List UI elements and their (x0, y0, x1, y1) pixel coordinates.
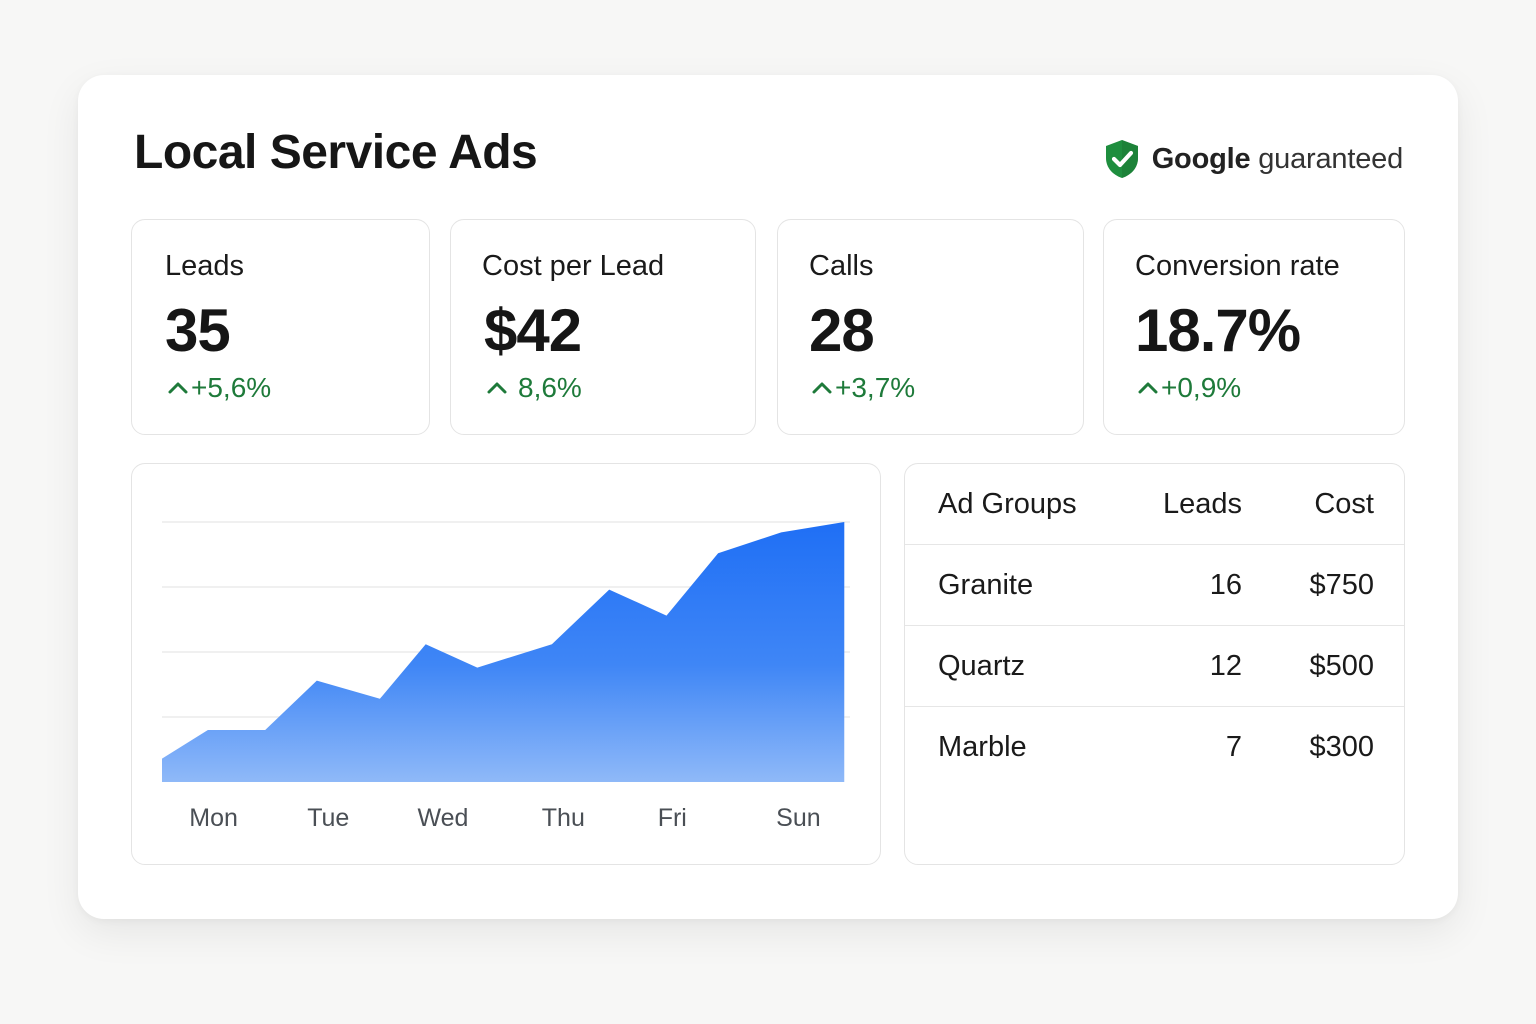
ad-group-name: Marble (938, 731, 1027, 763)
table-row[interactable]: Granite 16 $750 (905, 546, 1404, 626)
badge-text: guaranteed (1258, 142, 1403, 175)
column-header-ad-groups[interactable]: Ad Groups (938, 487, 1077, 520)
kpi-card-cost-per-lead: Cost per Lead $42 8,6% (450, 219, 756, 435)
badge-brand: Google (1151, 142, 1251, 175)
kpi-delta: 8,6% (486, 372, 582, 404)
ad-groups-table: Ad Groups Leads Cost Granite 16 $750 Qua… (904, 463, 1405, 865)
ad-group-name: Granite (938, 569, 1034, 601)
kpi-value: 35 (165, 297, 231, 364)
kpi-delta: +0,9% (1137, 372, 1241, 404)
column-header-cost[interactable]: Cost (1314, 487, 1374, 520)
badge-label: Google guaranteed (1152, 143, 1403, 176)
ad-group-leads: 12 (1209, 650, 1242, 682)
google-guaranteed-badge: Google guaranteed (1102, 137, 1403, 181)
kpi-label: Cost per Lead (482, 250, 665, 282)
leads-area-series (162, 522, 845, 782)
kpi-delta-value: +3,7% (835, 372, 916, 403)
kpi-value: 28 (809, 297, 875, 364)
kpi-delta-value: +5,6% (191, 372, 272, 403)
area-chart: Mon Tue Wed Thu Fri Sun (162, 521, 850, 832)
chevron-up-icon (487, 382, 507, 394)
x-tick-label: Tue (307, 804, 349, 832)
kpi-delta-value: +0,9% (1161, 372, 1242, 403)
leads-chart-panel: Mon Tue Wed Thu Fri Sun (131, 463, 881, 865)
kpi-delta: +3,7% (811, 372, 915, 404)
column-header-leads[interactable]: Leads (1162, 487, 1242, 520)
kpi-card-leads: Leads 35 +5,6% (131, 219, 430, 435)
chevron-up-icon (168, 382, 188, 394)
x-tick-label: Mon (189, 804, 238, 832)
ad-group-name: Quartz (938, 650, 1026, 682)
table-row[interactable]: Marble 7 $300 (905, 708, 1404, 787)
chevron-up-icon (812, 382, 832, 394)
kpi-delta-value: 8,6% (518, 372, 582, 403)
ad-group-cost: $300 (1309, 731, 1374, 763)
ad-group-cost: $500 (1309, 650, 1374, 682)
kpi-value: $42 (484, 297, 582, 364)
ad-group-leads: 16 (1209, 569, 1242, 601)
x-tick-label: Thu (542, 804, 585, 832)
shield-check-icon (1105, 140, 1138, 178)
chevron-up-icon (1138, 382, 1158, 394)
kpi-label: Leads (165, 250, 245, 282)
x-tick-label: Sun (776, 804, 820, 832)
ad-group-cost: $750 (1309, 569, 1374, 601)
kpi-card-calls: Calls 28 +3,7% (777, 219, 1084, 435)
kpi-delta: +5,6% (167, 372, 271, 404)
x-tick-label: Wed (417, 804, 468, 832)
table-row[interactable]: Quartz 12 $500 (905, 627, 1404, 707)
kpi-label: Conversion rate (1135, 250, 1340, 282)
kpi-card-conversion-rate: Conversion rate 18.7% +0,9% (1103, 219, 1405, 435)
kpi-value: 18.7% (1135, 297, 1301, 364)
x-tick-label: Fri (658, 804, 687, 832)
table-header-row: Ad Groups Leads Cost (905, 464, 1404, 545)
page-title: Local Service Ads (134, 126, 538, 179)
dashboard-card: Local Service Ads Google guaranteed Lead… (78, 75, 1458, 919)
ad-group-leads: 7 (1225, 731, 1242, 763)
kpi-label: Calls (809, 250, 874, 282)
